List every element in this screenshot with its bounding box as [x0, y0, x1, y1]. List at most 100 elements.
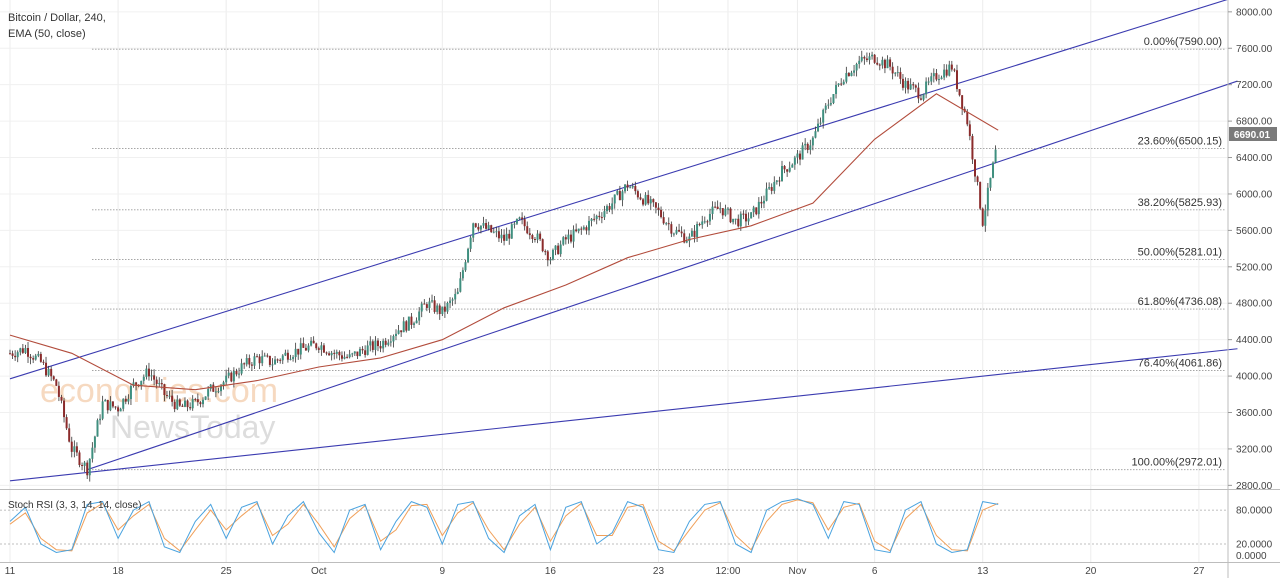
candle-body	[634, 186, 637, 192]
candle-body	[165, 395, 168, 397]
candle-body	[793, 157, 796, 165]
candle-body	[850, 72, 853, 77]
candle-body	[472, 223, 475, 238]
candle-body	[886, 59, 889, 69]
candle-body	[83, 462, 86, 466]
candle-body	[835, 85, 838, 95]
candle-body	[366, 345, 369, 355]
candle-body	[304, 347, 307, 351]
candles	[9, 50, 997, 482]
candle-body	[328, 353, 331, 356]
candle-body	[840, 83, 843, 85]
candle-body	[132, 382, 135, 386]
candle-body	[595, 215, 598, 219]
candle-body	[781, 166, 783, 182]
candle-body	[606, 206, 609, 212]
candle-body	[912, 84, 915, 86]
candle-body	[492, 231, 495, 233]
candle-body	[333, 352, 336, 354]
candle-body	[752, 207, 755, 213]
candle-body	[837, 83, 840, 86]
candle-body	[37, 353, 40, 356]
candle-body	[739, 213, 742, 227]
candle-body	[569, 234, 572, 242]
candle-body	[235, 370, 238, 375]
candle-body	[868, 56, 871, 61]
candle-body	[286, 352, 289, 360]
channel-lines[interactable]	[9, 0, 1238, 482]
candle-body	[171, 395, 174, 402]
candle-body	[127, 399, 130, 402]
candle-body	[909, 84, 912, 90]
candle-body	[238, 373, 241, 375]
stoch-tick-label: 20.0000	[1236, 540, 1273, 551]
candle-body	[111, 401, 114, 407]
candle-body	[297, 348, 300, 355]
candle-body	[904, 80, 907, 88]
channel-line[interactable]	[9, 0, 1237, 380]
candle-body	[742, 213, 745, 215]
candle-body	[173, 401, 176, 410]
candle-body	[775, 180, 778, 182]
candle-body	[521, 217, 524, 220]
candle-body	[732, 218, 735, 223]
candle-body	[16, 352, 19, 358]
candle-body	[768, 187, 771, 189]
candle-body	[533, 238, 536, 240]
fib-level-label: 76.40%(4061.86)	[1138, 357, 1222, 369]
candle-body	[971, 136, 974, 160]
candle-body	[503, 234, 506, 241]
price-tick-label: 5200.00	[1236, 262, 1273, 273]
candle-body	[258, 356, 261, 364]
candle-body	[240, 363, 243, 374]
candle-body	[415, 320, 418, 324]
candle-body	[364, 350, 367, 355]
candle-body	[953, 69, 956, 71]
channel-line[interactable]	[9, 348, 1238, 482]
candle-body	[55, 379, 58, 386]
last-price-label: 6690.01	[1234, 130, 1271, 141]
price-axis[interactable]: 8000.00 7600.00 7200.00 6800.00 6400.00 6000.…	[1228, 7, 1273, 492]
candle-body	[750, 212, 753, 219]
ema-line	[9, 93, 999, 391]
candle-body	[631, 186, 634, 188]
candle-body	[760, 201, 763, 204]
candle-body	[500, 234, 503, 239]
candle-body	[539, 233, 542, 240]
candle-body	[889, 59, 892, 67]
time-tick-label: 20	[1085, 566, 1097, 577]
candle-body	[50, 368, 53, 377]
candle-body	[376, 340, 379, 347]
candle-body	[338, 351, 341, 356]
candle-body	[446, 302, 449, 312]
candle-body	[536, 233, 539, 240]
candle-body	[755, 207, 758, 215]
candle-body	[515, 218, 518, 224]
candle-body	[688, 236, 691, 242]
candle-body	[395, 333, 397, 337]
candle-body	[358, 348, 361, 357]
candle-body	[613, 194, 616, 204]
time-tick-label: 23	[653, 566, 665, 577]
candle-body	[63, 400, 66, 418]
candle-body	[109, 401, 112, 411]
time-tick-label: 25	[221, 566, 233, 577]
candle-body	[737, 218, 740, 227]
time-axis[interactable]: 11 18 25 Oct 9 16 23 12:00 Nov 6 13 20 27	[5, 566, 1205, 577]
candle-body	[75, 446, 78, 453]
channel-line[interactable]	[87, 80, 1238, 471]
candle-body	[469, 237, 472, 249]
candle-body	[106, 399, 109, 411]
candle-body	[45, 362, 48, 376]
candle-body	[791, 164, 794, 168]
candle-body	[186, 400, 189, 408]
candle-body	[984, 210, 987, 226]
candle-body	[778, 180, 781, 182]
candle-body	[930, 76, 933, 82]
candle-body	[155, 379, 158, 384]
candle-body	[65, 417, 68, 429]
candle-body	[703, 221, 706, 223]
candle-body	[966, 111, 969, 125]
